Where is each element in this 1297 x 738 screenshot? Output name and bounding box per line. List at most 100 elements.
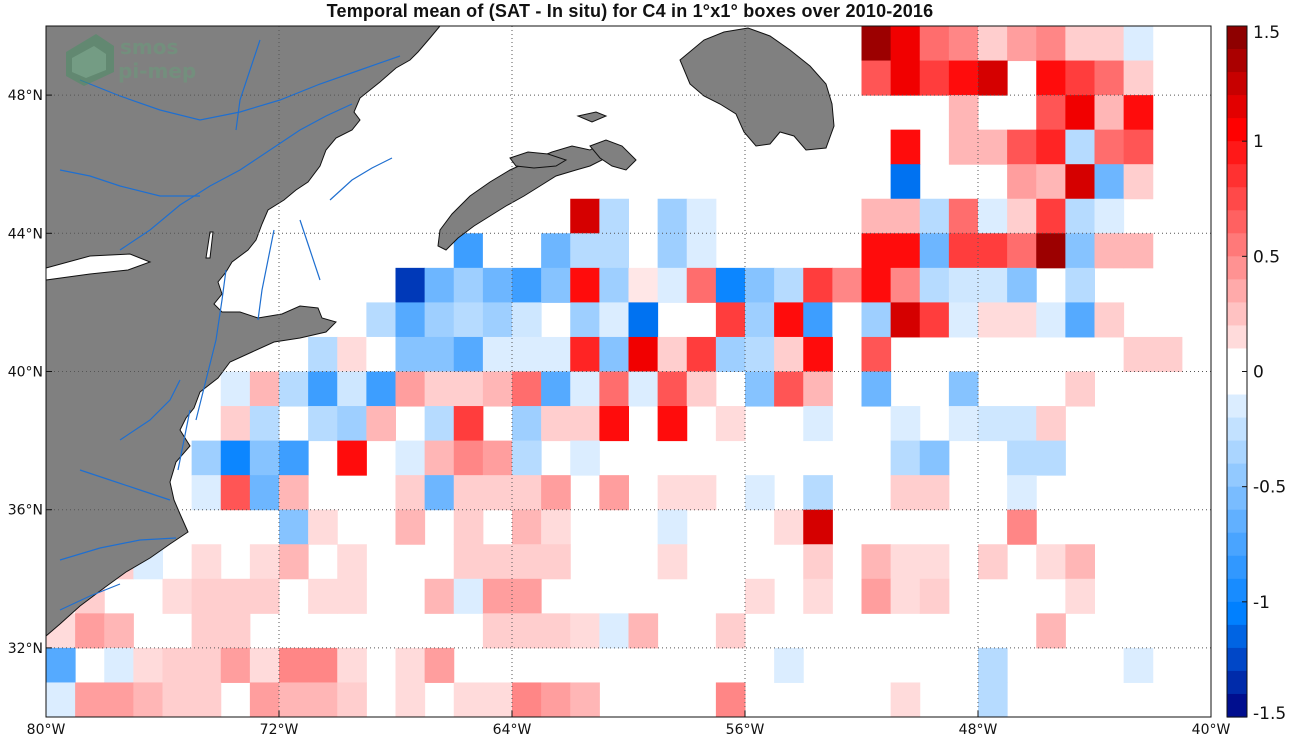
heatmap-cell (512, 475, 542, 511)
heatmap-cell (774, 267, 804, 303)
heatmap-cell (453, 682, 484, 718)
heatmap-cell (249, 406, 280, 442)
heatmap-cell (541, 406, 571, 442)
lakes (45, 231, 214, 281)
heatmap-cell (1123, 233, 1154, 269)
heatmap-cell (1007, 440, 1037, 476)
river-northern (79, 55, 401, 121)
heatmap-cell (1094, 129, 1125, 165)
heatmap-cell (978, 233, 1008, 269)
heatmap-cell (861, 578, 892, 614)
heatmap-cell (541, 371, 571, 407)
heatmap-cell (1123, 164, 1154, 200)
heatmap-cell (890, 578, 921, 614)
heatmap-cell (570, 336, 600, 372)
heatmap-cell (1007, 406, 1037, 442)
heatmap-cell (657, 406, 688, 442)
heatmap-cell (1065, 164, 1095, 200)
y-tick-label: 40°N (8, 365, 43, 381)
heatmap-cell (657, 371, 688, 407)
heatmap-cell (890, 406, 921, 442)
x-axis-ticks: 80°W 72°W 64°W 56°W 48°W 40°W (27, 711, 1230, 738)
river-network (59, 39, 401, 611)
heatmap-cell (978, 406, 1008, 442)
heatmap-cell (715, 682, 746, 718)
heatmap-cell (599, 233, 629, 269)
heatmap-cell (1036, 26, 1066, 62)
heatmap-cell (1036, 95, 1066, 131)
heatmap-cell (308, 682, 338, 718)
heatmap-cell (249, 544, 280, 580)
heatmap-cell (1007, 302, 1037, 338)
heatmap-cell (512, 371, 542, 407)
heatmap-cell (890, 475, 921, 511)
heatmap-cell (424, 647, 455, 683)
heatmap-cell (366, 371, 396, 407)
heatmap-cell (279, 509, 309, 545)
heatmap-cell (948, 198, 979, 234)
heatmap-cell (424, 578, 455, 614)
heatmap-cell (686, 198, 717, 234)
river-saint-john (329, 157, 393, 201)
heatmap-cell (803, 475, 833, 511)
heatmap-cell (308, 578, 338, 614)
colorbar-swatch (1227, 555, 1247, 580)
heatmap-cell (249, 475, 280, 511)
heatmap-cell (512, 682, 542, 718)
heatmap-cell (1094, 302, 1125, 338)
heatmap-cell (832, 267, 862, 303)
y-tick-label: 36°N (8, 503, 43, 519)
colorbar-swatch (1227, 233, 1247, 257)
lake-champlain (205, 231, 214, 259)
colorbar-swatch (1227, 141, 1247, 165)
logo-text-line1: smos (120, 35, 178, 59)
heatmap-cell (337, 371, 367, 407)
heatmap-cell (512, 233, 542, 269)
colorbar-swatch (1227, 187, 1247, 211)
heatmap-cell (249, 440, 280, 476)
heatmap-cell (803, 371, 833, 407)
heatmap-cell (599, 371, 629, 407)
heatmap-cell (861, 267, 892, 303)
colorbar-swatch (1227, 624, 1247, 649)
colorbar-swatch (1227, 601, 1247, 626)
heatmap-cell (541, 613, 571, 649)
heatmap-cell (162, 578, 193, 614)
heatmap-cell (482, 267, 513, 303)
colorbar-swatch (1227, 95, 1247, 119)
land-cape-breton (589, 139, 637, 171)
heatmap-cell (890, 26, 921, 62)
river-st-lawrence (119, 103, 353, 251)
heatmap-cell (570, 302, 600, 338)
heatmap-cell (395, 475, 426, 511)
heatmap-cell (919, 60, 950, 96)
heatmap-cell (978, 544, 1008, 580)
heatmap-cell (1123, 336, 1154, 372)
heatmap-cell (715, 336, 746, 372)
heatmap-cell (1036, 302, 1066, 338)
heatmap-cell (541, 267, 571, 303)
heatmap-cell (453, 267, 484, 303)
heatmap-cell (541, 233, 571, 269)
heatmap-cell (570, 371, 600, 407)
heatmap-cell (337, 578, 367, 614)
heatmap-cell (1036, 164, 1066, 200)
heatmap-cell (453, 302, 484, 338)
colorbar-tick-label: 0.5 (1253, 247, 1280, 267)
heatmap-cell (1123, 60, 1154, 96)
heatmap-cell (220, 440, 251, 476)
heatmap-cell (1036, 440, 1066, 476)
heatmap-cell (686, 371, 717, 407)
heatmap-cell (1036, 129, 1066, 165)
heatmap-cell (657, 233, 688, 269)
heatmap-cell (832, 302, 862, 338)
heatmap-cell (599, 267, 629, 303)
land-newfoundland (679, 27, 835, 151)
heatmap-cell (482, 233, 513, 269)
land-mass (45, 25, 835, 638)
river-connecticut (257, 229, 275, 321)
y-axis-ticks: 48°N 44°N 40°N 36°N 32°N (8, 88, 52, 657)
heatmap-cell (890, 302, 921, 338)
heatmap-cell (337, 336, 367, 372)
heatmap-cell (1094, 26, 1125, 62)
